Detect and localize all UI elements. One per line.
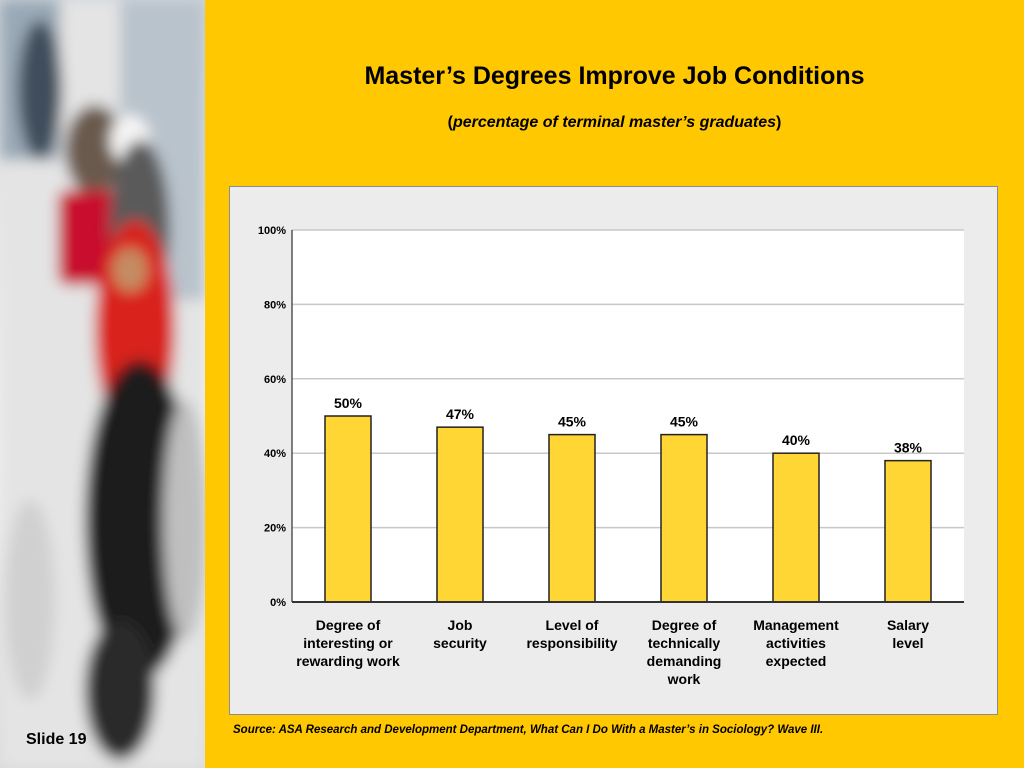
subtitle-close-paren: ) [776,114,782,131]
data-label: 40% [782,432,811,448]
y-tick-label: 0% [270,597,286,609]
subtitle-text: percentage of terminal master’s graduate… [452,114,777,131]
y-tick-label: 20% [264,523,286,535]
bar [324,415,372,603]
x-category-label-line: responsibility [526,635,617,651]
x-category-label: Degree of interesting or rewarding work [296,617,400,669]
data-label: 50% [334,395,363,411]
x-category-label-line: interesting or [303,635,393,651]
y-tick-label: 80% [264,299,286,311]
x-category-label-line: security [433,635,487,651]
bar-chart: 0% 20% 40% 60% 80% 100% 50% 47% 45% 45% 40% 38% De… [258,225,964,687]
gridlines [292,229,964,529]
plot-area [292,230,964,602]
x-category-label-line: activities [766,635,826,651]
bar [772,452,820,603]
data-labels: 50% 47% 45% 45% 40% 38% [334,395,923,456]
x-category-label-line: demanding [647,653,722,669]
bar [548,433,596,603]
x-category-label: Management activities expected [753,617,839,669]
y-tick-label: 60% [264,374,286,386]
x-category-label-line: Salary [887,617,929,633]
y-axis-ticks: 0% 20% 40% 60% 80% 100% [258,225,286,609]
slide-number: Slide 19 [26,731,87,748]
x-axis-categories: Degree of interesting or rewarding work Job… [296,617,929,687]
x-category-label: Degree of technically demanding work [647,617,722,687]
x-category-label-line: expected [766,653,827,669]
x-category-label-line: Degree of [652,617,717,633]
bars [324,415,932,603]
data-label: 38% [894,440,923,456]
source-note: Source: ASA Research and Development Dep… [233,724,824,736]
x-category-label-line: Management [753,617,839,633]
data-label: 45% [558,414,587,430]
data-label: 47% [446,406,475,422]
bar [436,426,484,603]
background-photo [0,0,205,768]
x-category-label-line: technically [648,635,721,651]
chart-panel: 0% 20% 40% 60% 80% 100% 50% 47% 45% 45% 40% 38% De… [229,186,998,715]
slide-subtitle: (percentage of terminal master’s graduat… [205,114,1024,132]
subtitle-open-paren: ( [447,114,453,131]
x-category-label-line: rewarding work [296,653,400,669]
x-category-label: Salary level [887,617,929,651]
x-category-label: Job security [433,617,487,651]
y-tick-label: 40% [264,448,286,460]
data-label: 45% [670,414,699,430]
x-category-label-line: Level of [546,617,599,633]
slide-title: Master’s Degrees Improve Job Conditions [364,62,865,90]
bar [884,459,932,603]
x-category-label: Level of responsibility [526,617,617,651]
bar [660,433,708,603]
x-category-label-line: work [667,671,701,687]
x-category-label-line: Degree of [316,617,381,633]
x-category-label-line: Job [448,617,473,633]
x-category-label-line: level [892,635,923,651]
y-tick-label: 100% [258,225,286,237]
